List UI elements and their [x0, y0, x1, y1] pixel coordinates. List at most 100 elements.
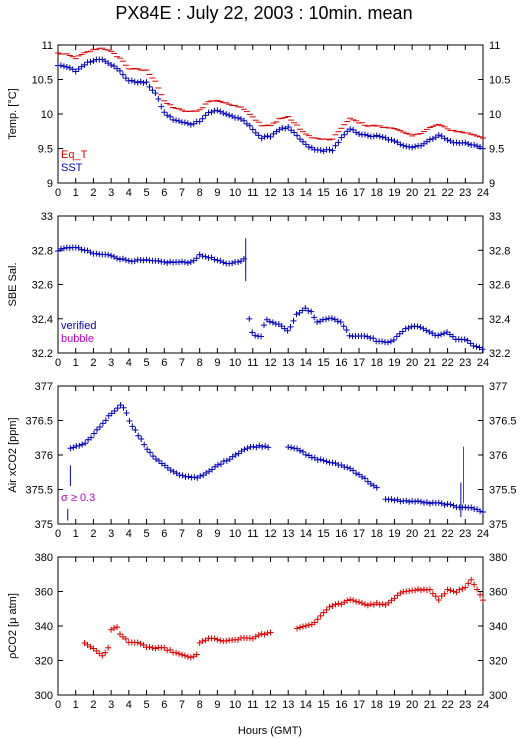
- data-marker: [471, 581, 478, 588]
- data-marker: [370, 335, 377, 342]
- y-tick-label-left: 10.5: [32, 75, 53, 87]
- data-marker: [261, 631, 268, 638]
- legend-entry: bubble: [61, 333, 94, 345]
- panel-frame: [57, 215, 484, 354]
- legend-entry: Eq_T: [61, 149, 88, 161]
- data-marker: [217, 257, 224, 264]
- y-tick-label-right: 375: [489, 519, 507, 531]
- y-tick-label-right: 32.8: [489, 245, 510, 257]
- x-tick-label: 20: [406, 699, 418, 711]
- series-verified: [55, 244, 486, 353]
- data-marker: [364, 333, 371, 340]
- data-marker: [412, 143, 419, 150]
- data-marker: [255, 632, 262, 639]
- data-marker: [332, 601, 339, 608]
- data-marker: [122, 256, 129, 263]
- data-marker: [367, 601, 374, 608]
- data-marker: [187, 654, 194, 661]
- data-marker: [63, 64, 70, 71]
- data-marker: [373, 132, 380, 139]
- data-marker: [450, 502, 457, 509]
- data-marker: [67, 445, 74, 452]
- data-marker: [350, 467, 357, 474]
- y-tick-label-left: 375.5: [25, 485, 53, 497]
- data-marker: [403, 497, 410, 504]
- panel-frame: [57, 556, 484, 696]
- x-tick-label: 4: [126, 357, 132, 369]
- data-marker: [435, 499, 442, 506]
- y-tick-label-left: 10: [41, 109, 53, 121]
- data-marker: [108, 61, 115, 68]
- y-axis-label: Air xCO2 [ppm]: [7, 417, 19, 492]
- x-tick-label: 7: [179, 699, 185, 711]
- data-marker: [140, 257, 147, 264]
- data-marker: [373, 484, 380, 491]
- x-tick-label: 22: [441, 187, 453, 199]
- x-tick-label: 4: [126, 528, 132, 540]
- x-tick-label: 9: [214, 187, 220, 199]
- data-marker: [344, 464, 351, 471]
- data-marker: [426, 136, 433, 143]
- data-marker: [294, 132, 301, 139]
- x-tick-label: 11: [247, 699, 258, 711]
- x-tick-label: 6: [161, 357, 167, 369]
- data-marker: [223, 457, 230, 464]
- x-tick-label: 8: [197, 699, 203, 711]
- legend-entry: verified: [61, 320, 96, 332]
- data-marker: [317, 456, 324, 463]
- data-marker: [105, 644, 112, 651]
- data-marker: [123, 410, 130, 417]
- data-marker: [96, 424, 103, 431]
- x-tick-label: 14: [300, 528, 312, 540]
- data-marker: [223, 637, 230, 644]
- data-marker: [267, 629, 274, 636]
- data-marker: [249, 329, 256, 336]
- data-marker: [390, 336, 397, 343]
- data-marker: [191, 474, 198, 481]
- data-marker: [152, 645, 159, 652]
- x-tick-label: 5: [143, 699, 149, 711]
- data-marker: [255, 132, 262, 139]
- chart-title: PX84E : July 22, 2003 : 10min. mean: [115, 3, 412, 23]
- data-marker: [146, 83, 153, 90]
- y-tick-label-right: 380: [489, 552, 507, 564]
- panel-3: 0 1 2 3 4 5 6 7 8 9 10 11 12 13 14 15 16 17 18 19 20 21 22 23 24…: [7, 381, 517, 540]
- x-tick-label: 2: [90, 699, 96, 711]
- data-marker: [217, 108, 224, 115]
- data-marker: [167, 258, 174, 265]
- data-marker: [361, 601, 368, 608]
- x-tick-label: 0: [55, 699, 61, 711]
- y-tick-label-left: 377: [35, 381, 53, 393]
- data-marker: [258, 135, 265, 142]
- data-marker: [423, 327, 430, 334]
- data-marker: [114, 255, 121, 262]
- data-marker: [143, 256, 150, 263]
- data-marker: [214, 257, 221, 264]
- data-marker: [178, 258, 185, 265]
- data-marker: [376, 133, 383, 140]
- series-air: [67, 402, 486, 515]
- y-tick-label-left: 32.2: [32, 348, 53, 360]
- data-marker: [155, 95, 162, 102]
- x-tick-label: 2: [90, 357, 96, 369]
- data-marker: [158, 103, 165, 110]
- data-marker: [167, 646, 174, 653]
- data-marker: [320, 148, 327, 155]
- x-tick-label: 23: [459, 699, 471, 711]
- data-marker: [350, 126, 357, 133]
- data-marker: [406, 143, 413, 150]
- data-marker: [418, 587, 425, 594]
- data-marker: [181, 259, 188, 266]
- y-tick-label-left: 376.5: [25, 416, 53, 428]
- data-marker: [259, 443, 266, 450]
- data-marker: [326, 146, 333, 153]
- data-marker: [267, 133, 274, 140]
- x-tick-label: 6: [161, 699, 167, 711]
- data-marker: [468, 504, 475, 511]
- data-marker: [117, 402, 124, 409]
- data-marker: [91, 430, 98, 437]
- data-marker: [176, 117, 183, 124]
- data-marker: [155, 257, 162, 264]
- data-marker: [412, 498, 419, 505]
- data-marker: [299, 138, 306, 145]
